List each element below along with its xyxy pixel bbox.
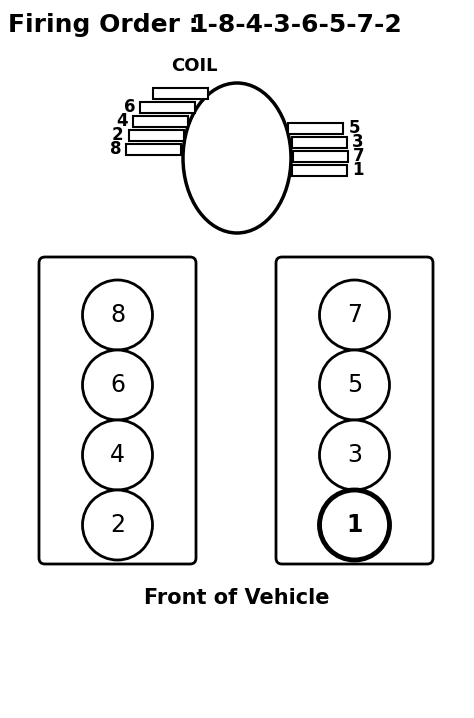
- Circle shape: [82, 420, 153, 490]
- Text: 5: 5: [347, 373, 362, 397]
- Bar: [289, 123, 344, 134]
- Text: 1: 1: [346, 513, 363, 537]
- Text: COIL: COIL: [171, 57, 218, 75]
- Text: Firing Order :: Firing Order :: [8, 13, 216, 37]
- Circle shape: [319, 280, 390, 350]
- Text: 8: 8: [110, 140, 121, 158]
- Text: 7: 7: [353, 147, 365, 165]
- Text: 4: 4: [117, 112, 128, 130]
- Text: 1: 1: [352, 161, 364, 179]
- Circle shape: [82, 490, 153, 560]
- FancyBboxPatch shape: [276, 257, 433, 564]
- Text: 5: 5: [348, 119, 360, 137]
- Text: 2: 2: [112, 126, 124, 144]
- Circle shape: [319, 420, 390, 490]
- Circle shape: [319, 490, 390, 560]
- Bar: [127, 144, 182, 154]
- Text: 3: 3: [352, 133, 364, 151]
- Text: 6: 6: [124, 98, 136, 116]
- Bar: [128, 129, 183, 141]
- Bar: [292, 136, 347, 147]
- Text: Front of Vehicle: Front of Vehicle: [144, 588, 330, 608]
- Text: 7: 7: [347, 303, 362, 327]
- Text: 8: 8: [110, 303, 125, 327]
- Text: 2: 2: [110, 513, 125, 537]
- Text: 4: 4: [110, 443, 125, 467]
- FancyBboxPatch shape: [39, 257, 196, 564]
- Bar: [140, 101, 195, 113]
- Circle shape: [319, 350, 390, 420]
- Circle shape: [82, 280, 153, 350]
- Bar: [133, 116, 188, 126]
- Text: 3: 3: [347, 443, 362, 467]
- Circle shape: [82, 350, 153, 420]
- Bar: [293, 151, 348, 162]
- Bar: [153, 88, 208, 98]
- Text: 1-8-4-3-6-5-7-2: 1-8-4-3-6-5-7-2: [190, 13, 402, 37]
- Text: 6: 6: [110, 373, 125, 397]
- Ellipse shape: [183, 83, 291, 233]
- Bar: [292, 164, 347, 175]
